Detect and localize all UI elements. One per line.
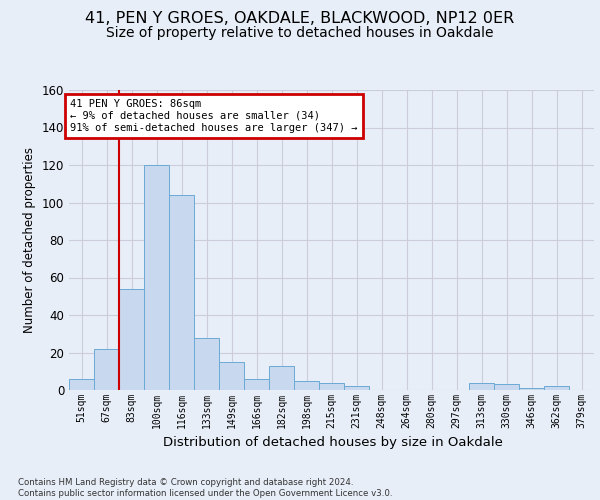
Y-axis label: Number of detached properties: Number of detached properties <box>23 147 36 333</box>
Text: Distribution of detached houses by size in Oakdale: Distribution of detached houses by size … <box>163 436 503 449</box>
Bar <box>169 195 194 390</box>
Text: 41 PEN Y GROES: 86sqm
← 9% of detached houses are smaller (34)
91% of semi-detac: 41 PEN Y GROES: 86sqm ← 9% of detached h… <box>70 100 358 132</box>
Bar <box>294 380 319 390</box>
Bar <box>194 338 219 390</box>
Bar <box>144 165 169 390</box>
Bar <box>94 349 119 390</box>
Text: 41, PEN Y GROES, OAKDALE, BLACKWOOD, NP12 0ER: 41, PEN Y GROES, OAKDALE, BLACKWOOD, NP1… <box>85 11 515 26</box>
Bar <box>494 384 519 390</box>
Bar <box>344 386 369 390</box>
Bar <box>244 379 269 390</box>
Bar <box>519 388 544 390</box>
Text: Size of property relative to detached houses in Oakdale: Size of property relative to detached ho… <box>106 26 494 40</box>
Bar <box>269 366 294 390</box>
Bar <box>469 382 494 390</box>
Text: Contains HM Land Registry data © Crown copyright and database right 2024.
Contai: Contains HM Land Registry data © Crown c… <box>18 478 392 498</box>
Bar <box>219 362 244 390</box>
Bar <box>544 386 569 390</box>
Bar <box>319 382 344 390</box>
Bar <box>119 289 144 390</box>
Bar <box>69 379 94 390</box>
